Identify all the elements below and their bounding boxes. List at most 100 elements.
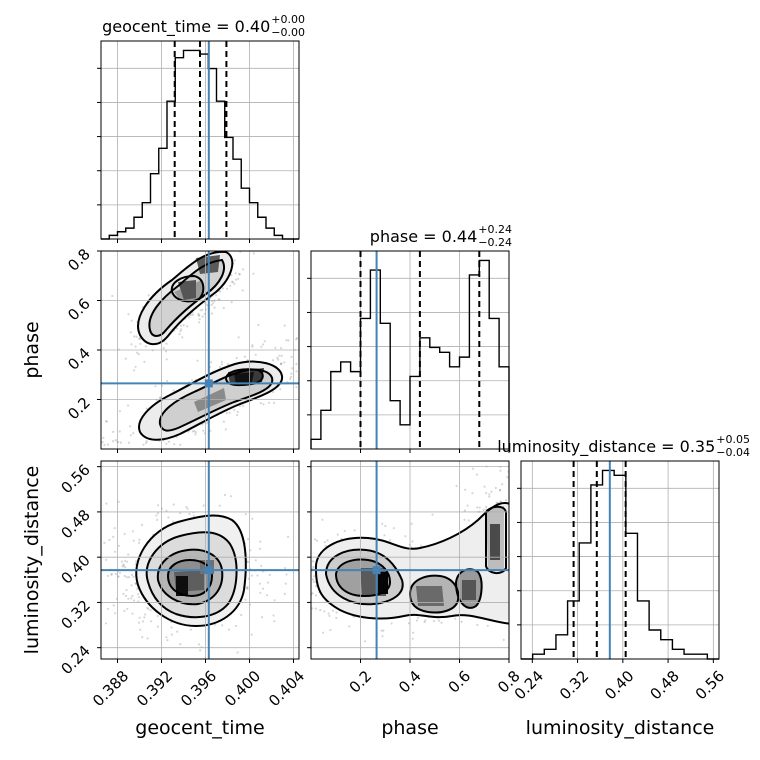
sample-point [131,594,134,598]
sample-point [112,430,115,433]
sample-point [259,572,261,574]
sample-point [331,609,334,612]
sample-point [482,508,485,511]
sample-point [510,581,512,583]
sample-point [381,522,384,526]
sample-point [254,353,257,356]
sample-point [179,330,182,333]
sample-point [138,616,141,619]
title-geocent_time: geocent_time = 0.40 +0.00−0.00 [102,13,305,39]
sample-point [478,506,481,509]
hist-panel-geocent_time [97,40,300,240]
sample-point [154,385,157,388]
sample-point [118,571,122,574]
sample-point [301,539,303,541]
sample-point [170,633,173,636]
sample-point [198,318,201,321]
sample-point [498,488,502,492]
title-value: luminosity_distance = 0.35 [497,437,715,457]
sample-point [145,441,148,444]
sample-point [280,362,283,365]
sample-point [260,345,263,348]
title-minus-error: −0.00 [271,26,305,39]
sample-point [186,507,189,510]
sample-point [130,584,133,587]
y-tick-label: 0.24 [57,642,93,678]
sample-point [118,410,121,413]
sample-point [156,614,159,618]
sample-point [146,637,149,640]
sample-point [304,350,306,352]
sample-point [155,514,158,517]
sample-point [139,628,142,631]
sample-point [145,440,148,443]
sample-point [246,586,249,589]
sample-point [202,429,205,432]
sample-point [295,370,298,373]
sample-point [143,616,146,619]
lower-mode-level-5 [234,372,254,384]
sample-point [510,561,512,563]
sample-point [137,458,139,460]
sample-point [498,489,502,492]
sample-point [137,541,141,545]
sample-point [463,509,466,512]
sample-point [197,312,200,316]
sample-point [236,414,239,417]
sample-point [464,488,467,491]
sample-point [454,617,457,620]
sample-point [188,316,191,319]
sample-point [278,354,281,357]
sample-point [289,375,293,379]
sample-point [466,504,469,507]
sample-point [131,530,135,533]
x-tick-label: 0.404 [265,667,308,710]
sample-point [287,584,289,586]
truth-marker [372,566,381,575]
sample-point [111,294,114,298]
sample-point [455,484,458,488]
sample-point [268,573,271,577]
sample-point [159,396,162,399]
sample-point [313,332,315,334]
sample-point [514,526,516,528]
sample-point [272,401,276,404]
sample-point [271,359,275,362]
sample-point [523,544,525,546]
sample-point [224,493,227,497]
sample-point [139,342,142,345]
sample-point [167,516,170,519]
panel-frame [100,460,300,660]
sample-point [172,389,175,392]
sample-point [437,619,441,622]
sample-point [323,610,326,613]
sample-point [137,596,141,599]
sample-point [488,495,491,498]
sample-point [511,553,513,555]
sample-point [259,402,262,405]
sample-point [125,588,128,592]
sample-point [272,390,275,394]
sample-point [306,607,308,609]
sample-point [279,388,282,391]
sample-point [272,614,275,617]
sample-point [250,633,253,636]
sample-point [335,611,338,614]
sample-point [228,411,231,414]
upper-mode-level-4 [178,280,196,300]
title-plus-error: +0.24 [478,223,512,236]
sample-point [257,323,260,327]
sample-point [136,351,139,354]
sample-point [544,618,546,620]
sample-point [522,561,524,563]
sample-point [467,519,470,522]
sample-point [273,620,276,623]
sample-point [514,518,516,520]
sample-point [224,428,227,431]
sample-point [144,613,147,616]
sample-point [119,441,122,444]
sample-point [237,277,240,280]
sample-point [166,639,169,642]
panel-luminosity_distance-vs-geocent_time [100,460,300,660]
sample-point [304,581,306,583]
